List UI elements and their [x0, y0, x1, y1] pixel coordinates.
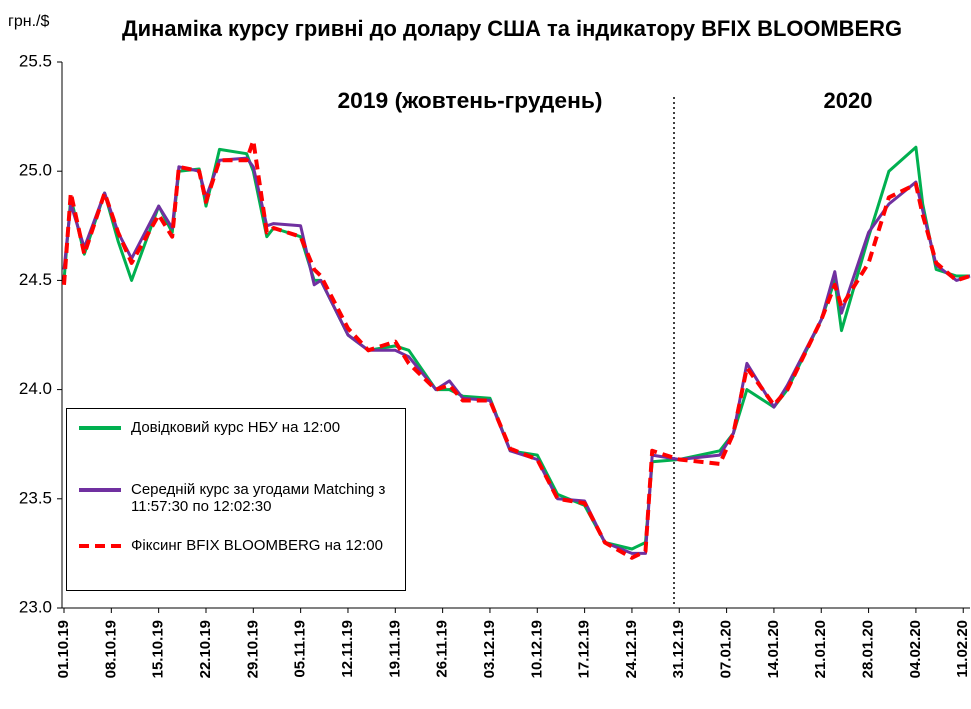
legend-swatch	[79, 426, 121, 430]
x-tick-label: 07.01.20	[718, 620, 735, 678]
x-tick-label: 21.01.20	[812, 620, 829, 678]
x-tick-label: 28.01.20	[860, 620, 877, 678]
y-tick-label: 25.0	[19, 161, 52, 180]
y-axis-label: грн./$	[8, 13, 49, 30]
x-tick-label: 17.12.19	[576, 620, 593, 678]
x-tick-label: 05.11.19	[292, 620, 309, 678]
x-tick-label: 03.12.19	[481, 620, 498, 678]
legend-item: Довідковий курс НБУ на 12:00	[77, 419, 402, 436]
x-tick-label: 11.02.20	[954, 620, 971, 678]
legend-label: Середній курс за угодами Matching з 11:5…	[131, 481, 386, 515]
chart-title: Динаміка курсу гривні до долару США та і…	[122, 16, 902, 41]
legend-swatch	[79, 544, 121, 548]
y-tick-label: 24.5	[19, 270, 52, 289]
x-tick-label: 01.10.19	[55, 620, 72, 678]
legend-swatch	[79, 488, 121, 492]
legend-item: Фіксинг BFIX BLOOMBERG на 12:00	[77, 537, 402, 554]
x-tick-label: 19.11.19	[386, 620, 403, 678]
x-tick-label: 08.10.19	[102, 620, 119, 678]
x-tick-label: 12.11.19	[339, 620, 356, 678]
series-line	[62, 138, 971, 560]
x-tick-label: 15.10.19	[150, 620, 167, 678]
y-tick-label: 25.5	[19, 51, 52, 70]
x-tick-label: 31.12.19	[670, 620, 687, 678]
legend: Довідковий курс НБУ на 12:00 Середній кур…	[66, 408, 406, 591]
y-tick-label: 24.0	[19, 379, 52, 398]
annotation: 2020	[824, 88, 873, 113]
x-tick-label: 26.11.19	[434, 620, 451, 678]
y-tick-label: 23.0	[19, 597, 52, 616]
annotation: 2019 (жовтень-грудень)	[338, 88, 603, 113]
legend-item: Середній курс за угодами Matching з 11:5…	[77, 481, 402, 515]
x-tick-label: 10.12.19	[528, 620, 545, 678]
x-tick-label: 04.02.20	[907, 620, 924, 678]
legend-label: Фіксинг BFIX BLOOMBERG на 12:00	[131, 537, 383, 554]
x-tick-label: 29.10.19	[244, 620, 261, 678]
y-tick-label: 23.5	[19, 488, 52, 507]
x-tick-label: 14.01.20	[765, 620, 782, 678]
x-tick-label: 22.10.19	[197, 620, 214, 678]
x-tick-label: 24.12.19	[623, 620, 640, 678]
legend-label: Довідковий курс НБУ на 12:00	[131, 419, 341, 436]
